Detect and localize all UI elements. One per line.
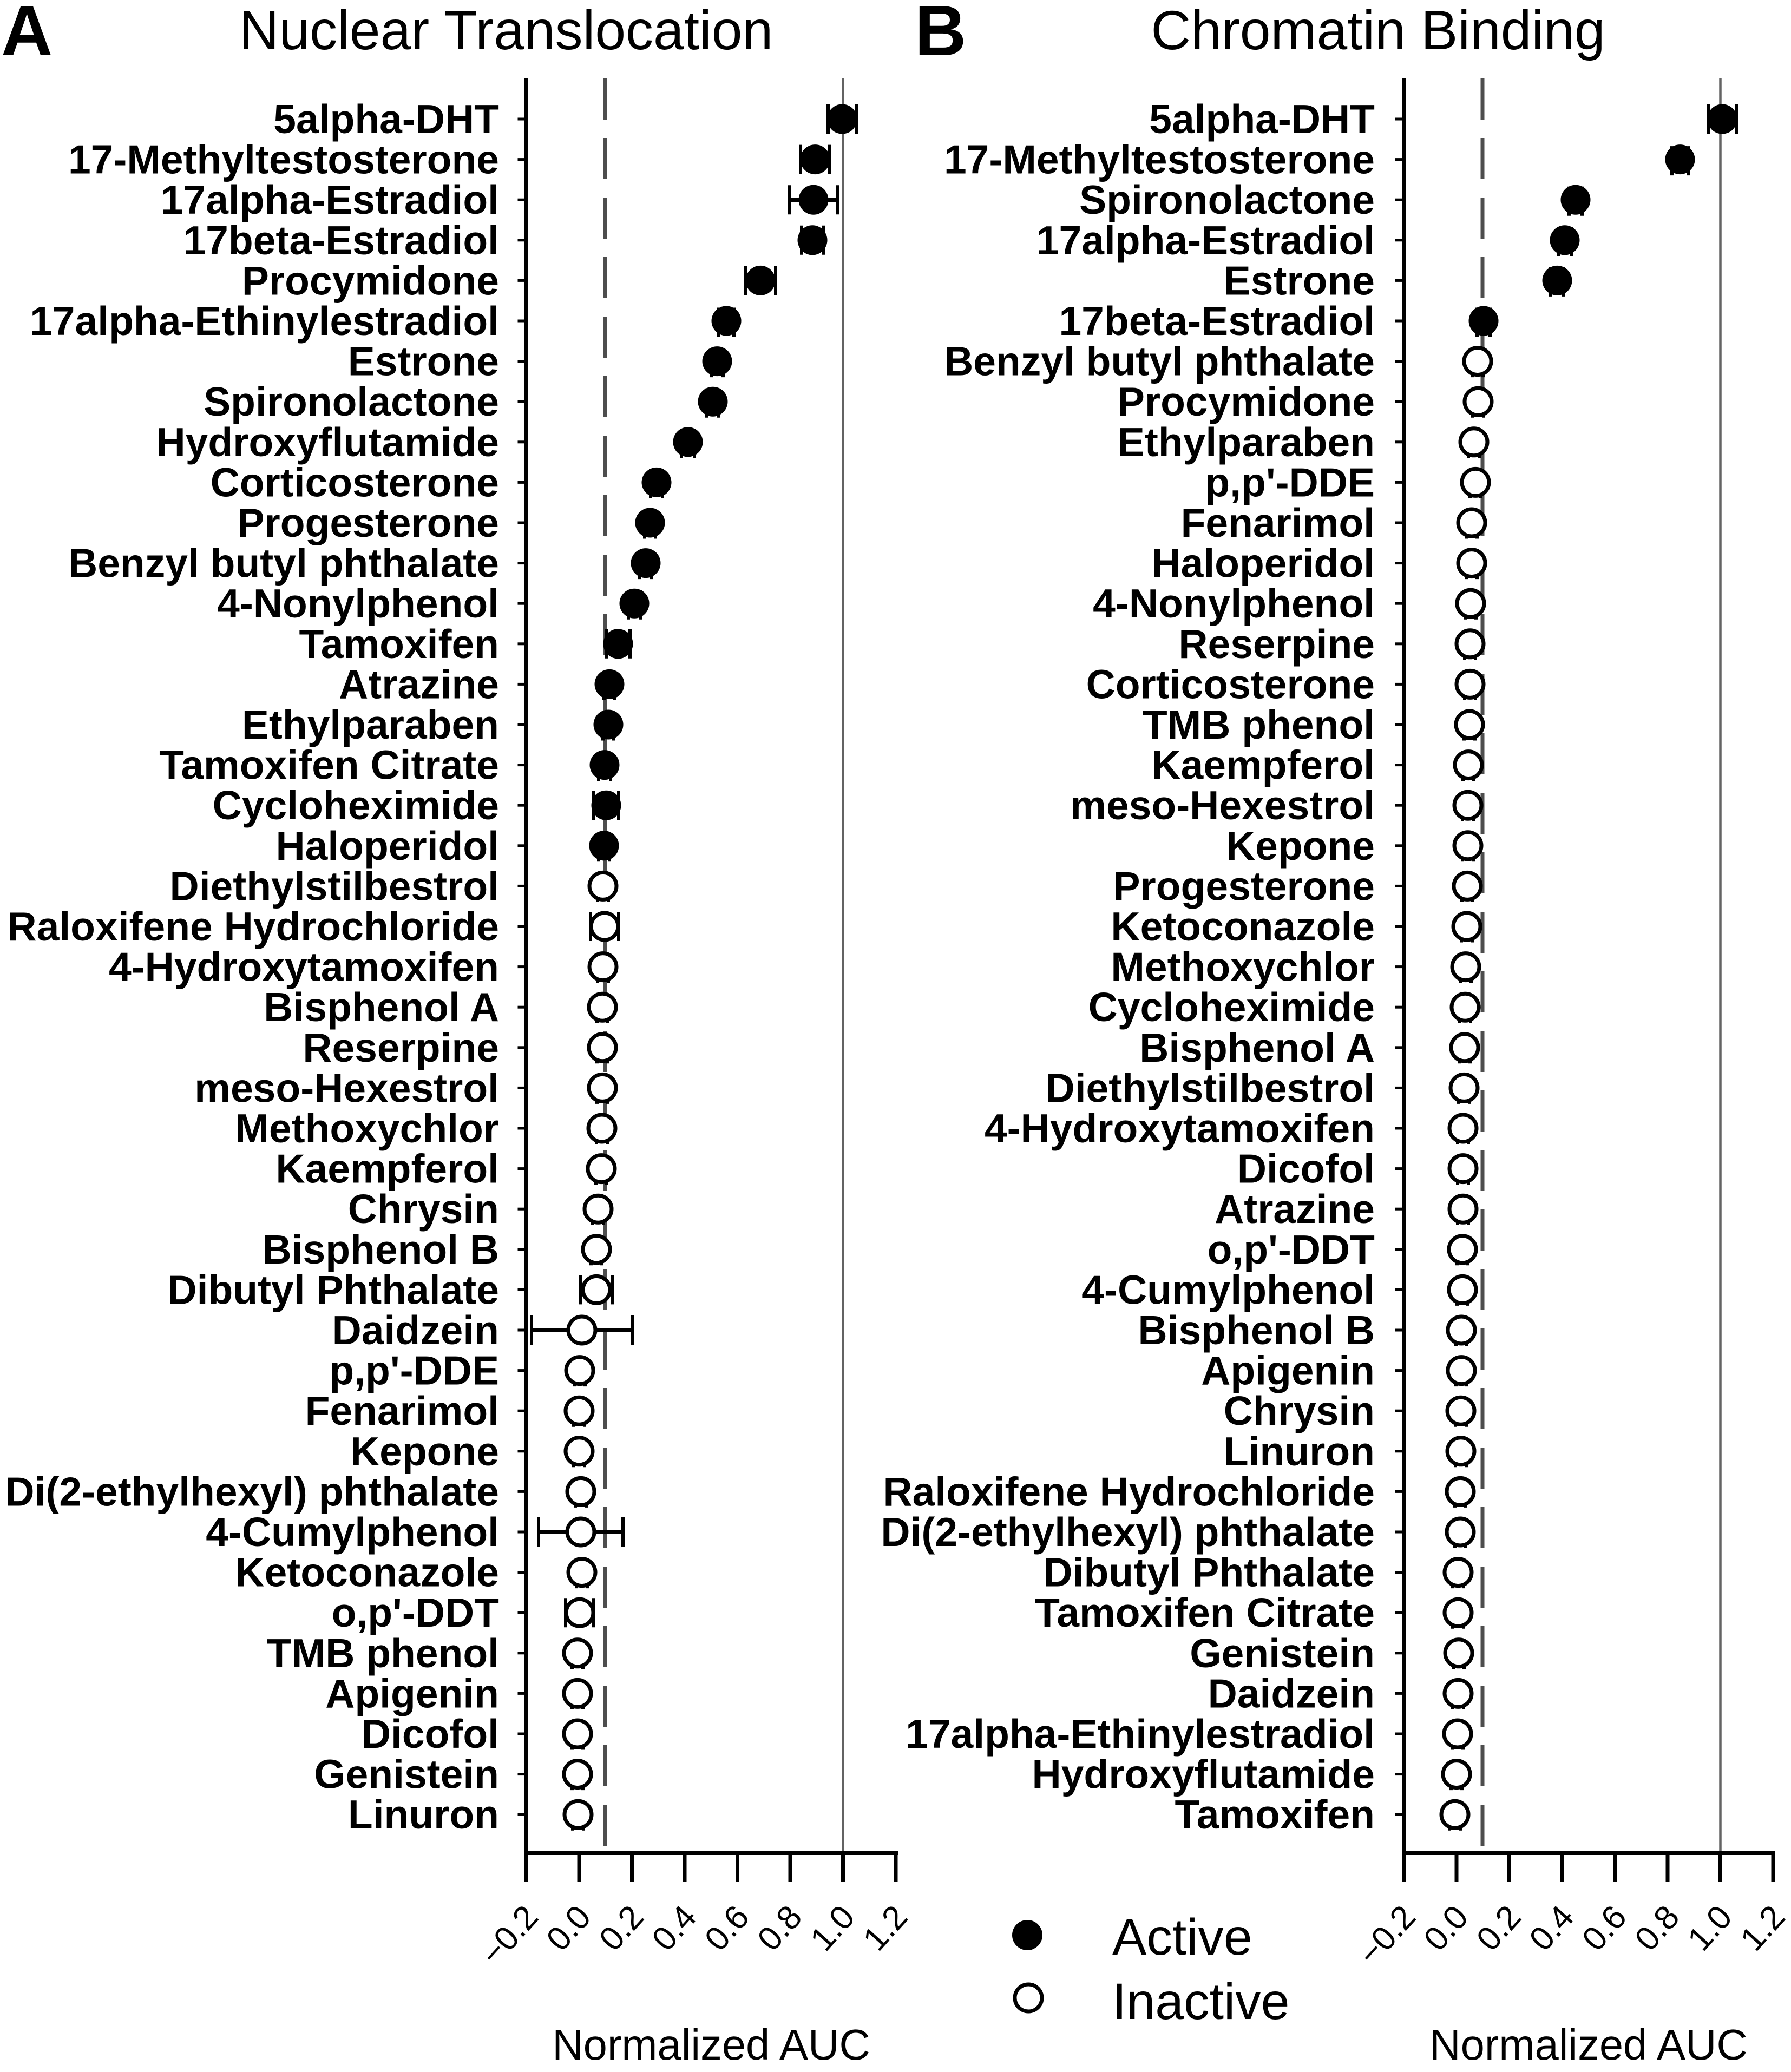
svg-text:Kaempferol: Kaempferol bbox=[275, 1146, 499, 1192]
svg-text:Bisphenol B: Bisphenol B bbox=[262, 1227, 499, 1272]
svg-text:Dicofol: Dicofol bbox=[1237, 1146, 1375, 1192]
svg-text:Kepone: Kepone bbox=[1226, 823, 1375, 869]
svg-text:Fenarimol: Fenarimol bbox=[305, 1388, 499, 1433]
svg-text:17alpha-Estradiol: 17alpha-Estradiol bbox=[161, 177, 499, 222]
svg-text:p,p'-DDE: p,p'-DDE bbox=[329, 1348, 499, 1393]
svg-text:Dibutyl Phthalate: Dibutyl Phthalate bbox=[1043, 1550, 1375, 1595]
svg-text:Procymidone: Procymidone bbox=[1118, 379, 1375, 424]
svg-text:5alpha-DHT: 5alpha-DHT bbox=[273, 96, 499, 142]
svg-text:5alpha-DHT: 5alpha-DHT bbox=[1149, 96, 1375, 142]
svg-text:TMB phenol: TMB phenol bbox=[267, 1630, 499, 1676]
svg-text:B: B bbox=[915, 0, 966, 70]
svg-text:Daidzein: Daidzein bbox=[332, 1307, 499, 1353]
svg-text:17-Methyltestosterone: 17-Methyltestosterone bbox=[68, 137, 499, 182]
svg-text:17alpha-Estradiol: 17alpha-Estradiol bbox=[1036, 218, 1375, 263]
svg-text:Active: Active bbox=[1112, 1909, 1252, 1966]
svg-text:Tamoxifen: Tamoxifen bbox=[1175, 1792, 1375, 1837]
svg-text:Tamoxifen Citrate: Tamoxifen Citrate bbox=[159, 742, 499, 788]
svg-text:Ethylparaben: Ethylparaben bbox=[1118, 419, 1375, 465]
svg-text:4-Nonylphenol: 4-Nonylphenol bbox=[1093, 581, 1375, 626]
svg-text:Normalized AUC: Normalized AUC bbox=[552, 2021, 870, 2069]
svg-text:Hydroxyflutamide: Hydroxyflutamide bbox=[156, 419, 499, 465]
svg-text:Kepone: Kepone bbox=[350, 1429, 499, 1474]
svg-text:4-Nonylphenol: 4-Nonylphenol bbox=[217, 581, 499, 626]
svg-text:Methoxychlor: Methoxychlor bbox=[1111, 944, 1375, 990]
svg-text:TMB phenol: TMB phenol bbox=[1143, 702, 1375, 747]
svg-text:Linuron: Linuron bbox=[1224, 1429, 1375, 1474]
svg-text:Tamoxifen Citrate: Tamoxifen Citrate bbox=[1035, 1590, 1375, 1635]
svg-text:Atrazine: Atrazine bbox=[339, 661, 499, 707]
svg-text:Normalized AUC: Normalized AUC bbox=[1429, 2021, 1748, 2069]
svg-text:4-Cumylphenol: 4-Cumylphenol bbox=[1081, 1267, 1375, 1312]
svg-text:Linuron: Linuron bbox=[348, 1792, 499, 1837]
svg-text:A: A bbox=[1, 0, 53, 70]
svg-text:Corticosterone: Corticosterone bbox=[1086, 661, 1375, 707]
svg-text:meso-Hexestrol: meso-Hexestrol bbox=[194, 1065, 499, 1110]
svg-text:o,p'-DDT: o,p'-DDT bbox=[1208, 1227, 1375, 1272]
svg-text:Corticosterone: Corticosterone bbox=[211, 459, 499, 505]
svg-text:4-Hydroxytamoxifen: 4-Hydroxytamoxifen bbox=[109, 944, 499, 990]
svg-text:Hydroxyflutamide: Hydroxyflutamide bbox=[1032, 1752, 1375, 1797]
svg-text:17alpha-Ethinylestradiol: 17alpha-Ethinylestradiol bbox=[30, 298, 499, 344]
svg-text:Apigenin: Apigenin bbox=[325, 1670, 499, 1716]
svg-text:Dicofol: Dicofol bbox=[362, 1711, 499, 1757]
svg-text:Ketoconazole: Ketoconazole bbox=[1111, 904, 1375, 949]
svg-text:Estrone: Estrone bbox=[348, 339, 499, 384]
svg-text:4-Cumylphenol: 4-Cumylphenol bbox=[206, 1509, 499, 1555]
svg-text:17alpha-Ethinylestradiol: 17alpha-Ethinylestradiol bbox=[906, 1711, 1375, 1757]
svg-text:p,p'-DDE: p,p'-DDE bbox=[1205, 459, 1375, 505]
svg-text:Daidzein: Daidzein bbox=[1208, 1670, 1375, 1716]
svg-text:Apigenin: Apigenin bbox=[1201, 1348, 1375, 1393]
svg-text:Genistein: Genistein bbox=[314, 1752, 499, 1797]
svg-text:Tamoxifen: Tamoxifen bbox=[299, 621, 499, 667]
svg-text:Genistein: Genistein bbox=[1190, 1630, 1375, 1676]
svg-text:meso-Hexestrol: meso-Hexestrol bbox=[1070, 782, 1375, 828]
svg-text:Bisphenol B: Bisphenol B bbox=[1138, 1307, 1375, 1353]
svg-text:Di(2-ethylhexyl) phthalate: Di(2-ethylhexyl) phthalate bbox=[881, 1509, 1375, 1555]
svg-text:Chrysin: Chrysin bbox=[1224, 1388, 1375, 1433]
svg-text:Procymidone: Procymidone bbox=[242, 258, 499, 303]
svg-text:Reserpine: Reserpine bbox=[303, 1025, 499, 1070]
svg-text:Inactive: Inactive bbox=[1112, 1973, 1289, 2030]
svg-text:Ethylparaben: Ethylparaben bbox=[242, 702, 499, 747]
svg-text:4-Hydroxytamoxifen: 4-Hydroxytamoxifen bbox=[985, 1106, 1375, 1151]
svg-text:Chromatin Binding: Chromatin Binding bbox=[1151, 0, 1605, 61]
svg-text:Diethylstilbestrol: Diethylstilbestrol bbox=[1046, 1065, 1375, 1110]
svg-text:Fenarimol: Fenarimol bbox=[1181, 500, 1375, 545]
svg-text:o,p'-DDT: o,p'-DDT bbox=[332, 1590, 499, 1635]
svg-text:Raloxifene Hydrochloride: Raloxifene Hydrochloride bbox=[7, 904, 499, 949]
svg-text:Benzyl butyl phthalate: Benzyl butyl phthalate bbox=[68, 541, 499, 586]
svg-text:Spironolactone: Spironolactone bbox=[204, 379, 499, 424]
svg-text:Benzyl butyl phthalate: Benzyl butyl phthalate bbox=[944, 339, 1375, 384]
svg-text:Kaempferol: Kaempferol bbox=[1151, 742, 1375, 788]
svg-text:Bisphenol A: Bisphenol A bbox=[1139, 1025, 1375, 1070]
svg-text:Methoxychlor: Methoxychlor bbox=[235, 1106, 499, 1151]
svg-text:Ketoconazole: Ketoconazole bbox=[235, 1550, 499, 1595]
svg-text:17beta-Estradiol: 17beta-Estradiol bbox=[183, 218, 499, 263]
svg-text:Raloxifene Hydrochloride: Raloxifene Hydrochloride bbox=[883, 1469, 1375, 1514]
svg-text:Di(2-ethylhexyl) phthalate: Di(2-ethylhexyl) phthalate bbox=[5, 1469, 499, 1514]
svg-text:17-Methyltestosterone: 17-Methyltestosterone bbox=[944, 137, 1375, 182]
svg-text:Estrone: Estrone bbox=[1224, 258, 1375, 303]
svg-text:Dibutyl Phthalate: Dibutyl Phthalate bbox=[167, 1267, 499, 1312]
svg-text:Nuclear Translocation: Nuclear Translocation bbox=[239, 0, 773, 61]
svg-text:Haloperidol: Haloperidol bbox=[1151, 541, 1375, 586]
svg-text:Atrazine: Atrazine bbox=[1215, 1186, 1375, 1232]
svg-text:Reserpine: Reserpine bbox=[1178, 621, 1375, 667]
svg-text:17beta-Estradiol: 17beta-Estradiol bbox=[1059, 298, 1375, 344]
svg-text:Spironolactone: Spironolactone bbox=[1079, 177, 1375, 222]
svg-text:Cycloheximide: Cycloheximide bbox=[1088, 984, 1375, 1030]
svg-text:Cycloheximide: Cycloheximide bbox=[213, 782, 499, 828]
svg-text:Bisphenol A: Bisphenol A bbox=[264, 984, 499, 1030]
svg-text:Haloperidol: Haloperidol bbox=[275, 823, 499, 869]
svg-text:Progesterone: Progesterone bbox=[1113, 863, 1375, 909]
svg-text:Diethylstilbestrol: Diethylstilbestrol bbox=[170, 863, 499, 909]
svg-text:Chrysin: Chrysin bbox=[348, 1186, 499, 1232]
svg-text:Progesterone: Progesterone bbox=[238, 500, 499, 545]
